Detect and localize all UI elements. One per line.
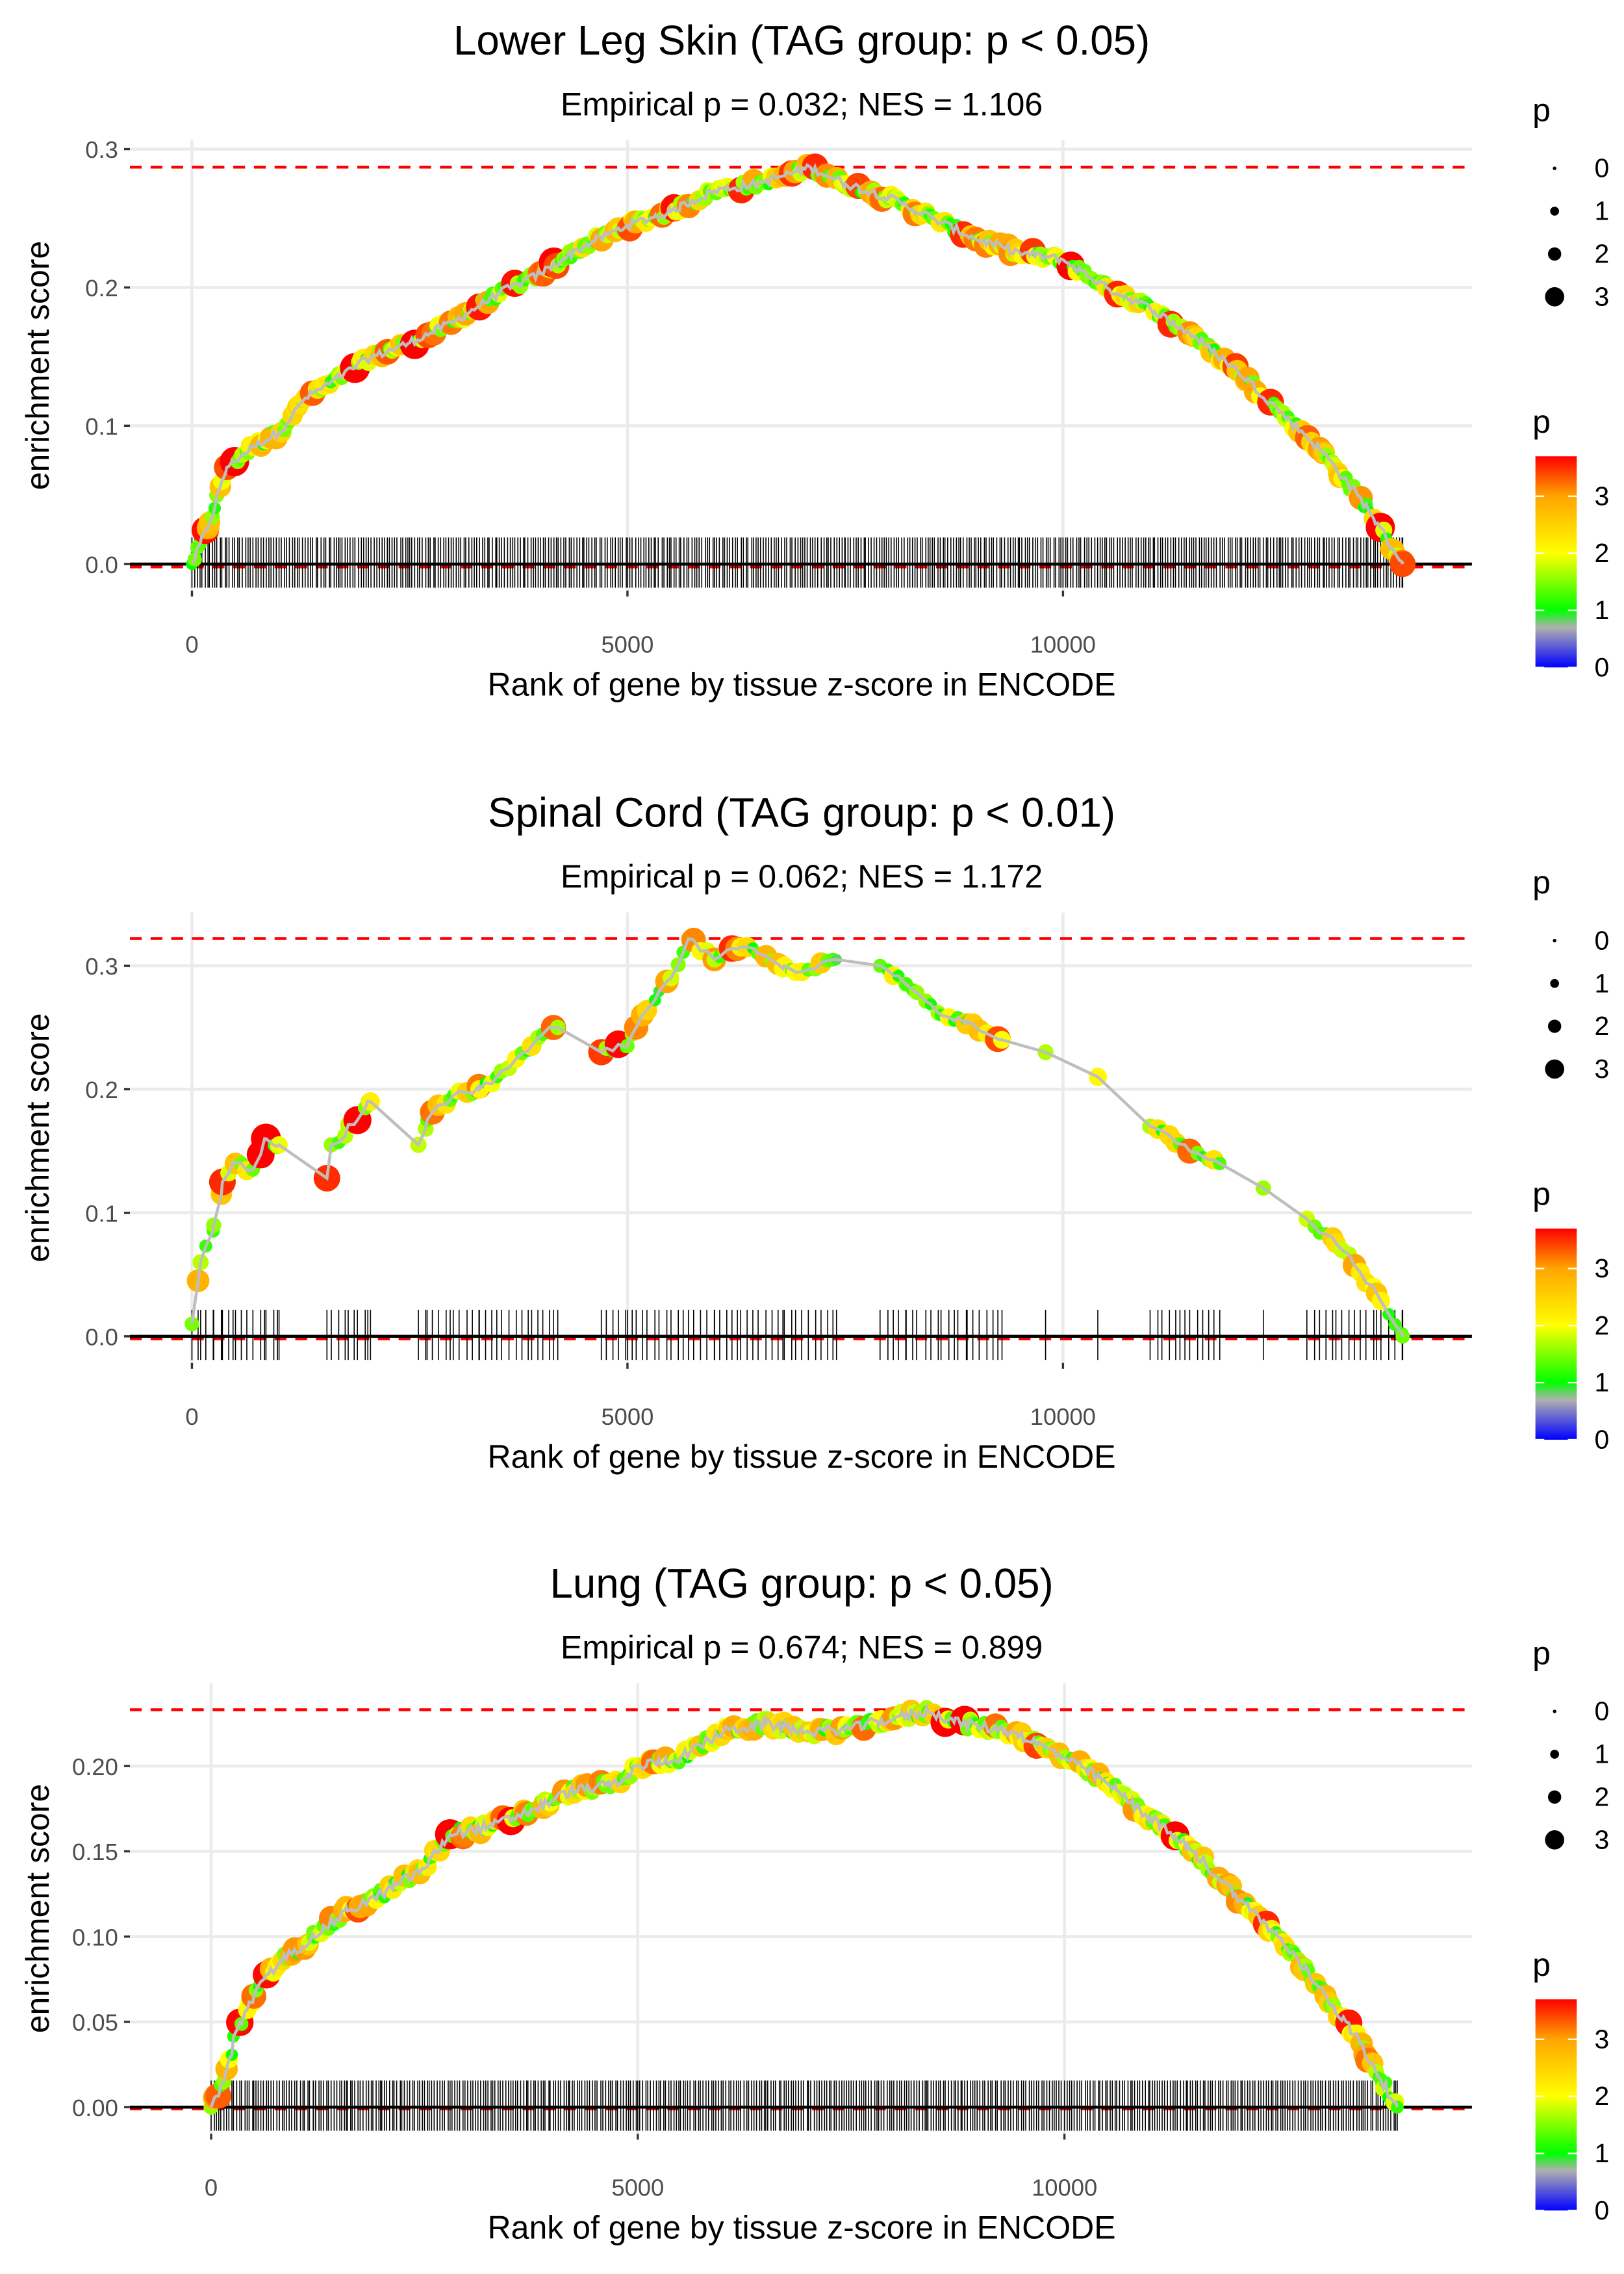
- size-legend-dot: [1550, 978, 1559, 988]
- y-tick-label: 0.10: [72, 1924, 118, 1950]
- x-tick-label: 10000: [1032, 2175, 1097, 2201]
- color-legend-title: p: [1532, 403, 1551, 440]
- colorbar: [1535, 1999, 1577, 2211]
- enrichment-curve: [209, 1702, 1399, 2108]
- y-tick-label: 0.2: [85, 1077, 118, 1103]
- size-legend-label: 2: [1595, 1782, 1610, 1812]
- size-legend-dot: [1547, 1790, 1562, 1804]
- colorbar-label: 0: [1595, 1425, 1610, 1455]
- x-tick-label: 0: [185, 632, 198, 658]
- hit-point: [1391, 2101, 1404, 2114]
- x-tick-label: 5000: [601, 632, 653, 658]
- panel-3: Lung (TAG group: p < 0.05) Empirical p = …: [19, 1561, 1609, 2245]
- chart-title: Spinal Cord (TAG group: p < 0.01): [488, 790, 1115, 836]
- chart-subtitle: Empirical p = 0.032; NES = 1.106: [561, 86, 1043, 122]
- colorbar: [1535, 456, 1577, 668]
- chart-subtitle: Empirical p = 0.062; NES = 1.172: [561, 858, 1043, 895]
- x-tick-label: 5000: [611, 2175, 664, 2201]
- colorbar: [1535, 1228, 1577, 1440]
- colorbar-label: 1: [1595, 2138, 1610, 2168]
- size-legend-label: 1: [1595, 196, 1610, 226]
- size-legend-dot: [1545, 287, 1564, 307]
- size-legend-label: 3: [1595, 1054, 1610, 1084]
- x-axis-label: Rank of gene by tissue z-score in ENCODE: [488, 1438, 1116, 1475]
- y-tick-label: 0.3: [85, 136, 118, 163]
- chart-title: Lung (TAG group: p < 0.05): [550, 1561, 1054, 1607]
- colorbar-label: 3: [1595, 2024, 1610, 2054]
- y-axis-label: enrichment score: [19, 241, 56, 491]
- colorbar-label: 3: [1595, 1253, 1610, 1283]
- size-legend-dot: [1553, 166, 1556, 170]
- colorbar-label: 0: [1595, 652, 1610, 682]
- legend: p 0 1 2 3 p 3 2 1 0: [1532, 92, 1609, 682]
- color-legend-title: p: [1532, 1176, 1551, 1212]
- y-tick-label: 0.3: [85, 953, 118, 980]
- y-axis-label: enrichment score: [19, 1784, 56, 2034]
- y-tick-label: 0.00: [72, 2095, 118, 2121]
- size-legend-label: 2: [1595, 1011, 1610, 1041]
- size-legend-label: 0: [1595, 153, 1610, 183]
- size-legend-title: p: [1532, 864, 1551, 901]
- legend: p 0 1 2 3 p 3 2 1 0: [1532, 864, 1609, 1455]
- size-legend-dot: [1550, 207, 1559, 216]
- chart-subtitle: Empirical p = 0.674; NES = 0.899: [561, 1629, 1043, 1665]
- y-tick-label: 0.2: [85, 275, 118, 301]
- size-legend-title: p: [1532, 92, 1551, 128]
- y-tick-label: 0.0: [85, 1323, 118, 1350]
- y-tick-label: 0.20: [72, 1754, 118, 1780]
- legend: p 0 1 2 3 p 3 2 1 0: [1532, 1635, 1609, 2225]
- x-axis-label: Rank of gene by tissue z-score in ENCODE: [488, 666, 1116, 702]
- size-legend-dot: [1550, 1750, 1559, 1759]
- colorbar-label: 0: [1595, 2195, 1610, 2225]
- y-axis-label: enrichment score: [19, 1013, 56, 1262]
- size-legend-label: 2: [1595, 239, 1610, 269]
- size-legend-dot: [1553, 939, 1556, 943]
- colorbar-label: 2: [1595, 1310, 1610, 1340]
- size-legend-dot: [1547, 1019, 1562, 1033]
- chart-title: Lower Leg Skin (TAG group: p < 0.05): [453, 18, 1150, 64]
- size-legend-title: p: [1532, 1635, 1551, 1671]
- x-tick-label: 5000: [601, 1403, 653, 1430]
- colorbar-label: 2: [1595, 538, 1610, 568]
- enrichment-curve: [190, 936, 1404, 1337]
- size-legend-dot: [1545, 1830, 1564, 1850]
- panel-2: Spinal Cord (TAG group: p < 0.01) Empiric…: [19, 790, 1609, 1475]
- size-legend-label: 1: [1595, 968, 1610, 998]
- y-tick-label: 0.1: [85, 413, 118, 440]
- size-legend-label: 3: [1595, 281, 1610, 311]
- x-tick-label: 10000: [1030, 632, 1096, 658]
- size-legend-dot: [1545, 1059, 1564, 1079]
- color-legend-title: p: [1532, 1947, 1551, 1983]
- y-tick-label: 0.1: [85, 1200, 118, 1227]
- size-legend-dot: [1553, 1709, 1556, 1713]
- size-legend-label: 1: [1595, 1739, 1610, 1769]
- hit-point: [1389, 551, 1416, 578]
- x-tick-label: 10000: [1030, 1403, 1096, 1430]
- colorbar-label: 3: [1595, 481, 1610, 511]
- panel-1: Lower Leg Skin (TAG group: p < 0.05) Empi…: [19, 18, 1609, 702]
- size-legend-label: 0: [1595, 1696, 1610, 1726]
- x-axis-label: Rank of gene by tissue z-score in ENCODE: [488, 2209, 1116, 2245]
- y-tick-label: 0.0: [85, 552, 118, 578]
- y-tick-label: 0.05: [72, 2010, 118, 2036]
- y-tick-label: 0.15: [72, 1839, 118, 1865]
- colorbar-label: 1: [1595, 595, 1610, 625]
- x-tick-label: 0: [205, 2175, 218, 2201]
- size-legend-dot: [1547, 247, 1562, 261]
- colorbar-label: 1: [1595, 1368, 1610, 1398]
- colorbar-label: 2: [1595, 2081, 1610, 2111]
- size-legend-label: 0: [1595, 925, 1610, 955]
- enrichment-curve: [190, 162, 1404, 565]
- size-legend-label: 3: [1595, 1824, 1610, 1854]
- x-tick-label: 0: [185, 1403, 198, 1430]
